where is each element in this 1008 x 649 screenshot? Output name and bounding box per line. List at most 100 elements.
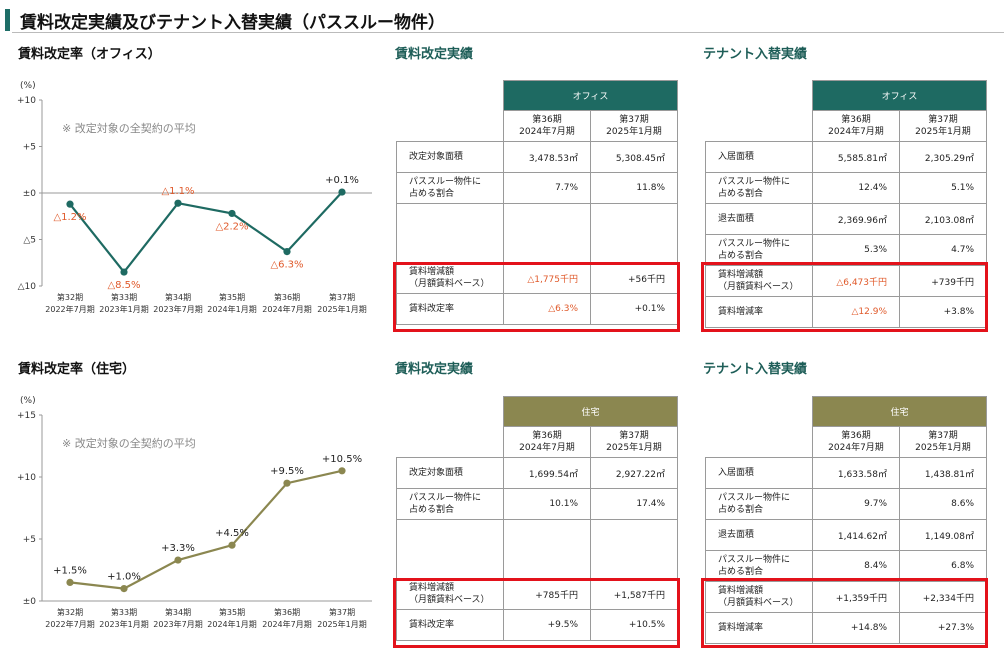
data-point (228, 541, 236, 549)
row-value: 9.7% (812, 488, 900, 520)
spacer-cell (396, 203, 504, 263)
row-label-line: （月額賃料ベース） (409, 279, 490, 289)
x-tick-sublabel: 2024年7月期 (262, 304, 311, 314)
period-header: 第37期 2025年1月期 (899, 110, 987, 142)
period-label: 第37期 (619, 431, 649, 441)
residential-revision-highlight (393, 578, 680, 648)
office-revision-highlight (393, 262, 680, 332)
x-tick-sublabel: 2025年1月期 (317, 619, 366, 629)
data-label: △1.2% (53, 212, 86, 223)
x-tick-label: 第34期 (165, 607, 191, 617)
y-tick-label: +5 (23, 535, 36, 545)
row-value: 1,633.58㎡ (812, 457, 900, 489)
x-tick-sublabel: 2024年7月期 (262, 619, 311, 629)
data-label: +0.1% (325, 175, 359, 186)
data-label: +10.5% (322, 454, 362, 465)
residential-chart-title: 賃料改定率（住宅） (18, 362, 136, 377)
row-value: 8.6% (899, 488, 987, 520)
row-value: 5,308.45㎡ (590, 141, 678, 173)
table-row: 賃料改定率 +9.5% +10.5% (396, 609, 678, 641)
row-value: +14.8% (812, 612, 900, 644)
table-corner (397, 427, 504, 458)
period-label: 第36期 (841, 431, 871, 441)
residential-tenant-table: 住宅 第36期 2024年7月期 第37期 2025年1月期 入居面積 1,633.58㎡ 1… (705, 396, 987, 644)
x-tick-sublabel: 2022年7月期 (45, 304, 94, 314)
office-rent-revision-chart: (%) ※ 改定対象の全契約の平均 +10 +5 ±0 △5 △10 第32期 2022年7月期… (17, 81, 372, 314)
y-unit-label: (%) (20, 81, 36, 91)
spacer-cell (590, 519, 678, 579)
office-chart-title: 賃料改定率（オフィス） (18, 47, 161, 62)
y-tick-label: △5 (23, 236, 36, 246)
row-label: 賃料改定率 (396, 609, 504, 641)
x-tick-label: 第32期 (57, 607, 83, 617)
row-label-line: 入居面積 (718, 468, 755, 478)
row-label-line: 賃料改定率 (409, 304, 455, 314)
period-date: 2024年7月期 (519, 127, 575, 137)
row-label-line: 入居面積 (718, 152, 755, 162)
row-label: 賃料増減額 （月額賃料ベース） (396, 578, 504, 610)
data-label: +1.0% (107, 572, 141, 583)
row-label-line: （月額賃料ベース） (718, 282, 799, 292)
office-revision-title: 賃料改定実績 (395, 47, 474, 62)
x-tick-sublabel: 2023年7月期 (153, 619, 202, 629)
data-label: △8.5% (107, 280, 140, 291)
table-row: パススルー物件に 占める割合 8.4% 6.8% (705, 550, 987, 582)
data-point (66, 578, 74, 586)
residential-tenant-title: テナント入替実績 (703, 362, 808, 377)
y-tick-label: △10 (18, 282, 37, 292)
row-label-line: 占める割合 (409, 505, 455, 515)
row-value: 17.4% (590, 488, 678, 520)
row-value: 2,305.29㎡ (899, 141, 987, 173)
page-title: 賃料改定実績及びテナント入替実績（パススルー物件） (20, 13, 445, 33)
data-label: +1.5% (53, 565, 87, 576)
row-value: △6.3% (503, 293, 591, 325)
row-value: +1,587千円 (590, 578, 678, 610)
table-row: 賃料増減額 （月額賃料ベース） △1,775千円 +56千円 (396, 262, 678, 294)
page-header: 賃料改定実績及びテナント入替実績（パススルー物件） (0, 8, 1008, 33)
data-label: △6.3% (270, 260, 303, 271)
period-label: 第36期 (532, 115, 562, 125)
row-label-line: 退去面積 (718, 214, 755, 224)
row-label-line: 改定対象面積 (409, 468, 464, 478)
row-value: 3,478.53㎡ (503, 141, 591, 173)
row-value: 10.1% (503, 488, 591, 520)
table-corner (706, 111, 813, 142)
chart-note: ※ 改定対象の全契約の平均 (62, 436, 196, 450)
period-header: 第37期 2025年1月期 (899, 426, 987, 458)
table-corner (397, 111, 504, 142)
table-row: パススルー物件に 占める割合 9.7% 8.6% (705, 488, 987, 520)
row-label: 退去面積 (705, 203, 813, 235)
row-label-line: 賃料増減率 (718, 623, 764, 633)
row-label: パススルー物件に 占める割合 (396, 488, 504, 520)
period-label: 第36期 (841, 115, 871, 125)
table-row: 賃料増減額 （月額賃料ベース） +1,359千円 +2,334千円 (705, 581, 987, 613)
table-corner (706, 427, 813, 458)
row-value: 11.8% (590, 172, 678, 204)
row-label: 改定対象面積 (396, 141, 504, 173)
row-label: パススルー物件に 占める割合 (705, 172, 813, 204)
data-point (120, 585, 128, 593)
title-underline (12, 32, 1004, 33)
row-value: △12.9% (812, 296, 900, 328)
spacer-cell (590, 203, 678, 263)
x-tick-sublabel: 2023年7月期 (153, 304, 202, 314)
x-tick-label: 第32期 (57, 292, 83, 302)
period-label: 第36期 (532, 431, 562, 441)
row-label: 賃料増減率 (705, 612, 813, 644)
row-label: 入居面積 (705, 457, 813, 489)
table-row: パススルー物件に 占める割合 7.7% 11.8% (396, 172, 678, 204)
table-row: 賃料増減率 △12.9% +3.8% (705, 296, 987, 328)
x-tick-sublabel: 2022年7月期 (45, 619, 94, 629)
data-label: △2.2% (215, 221, 248, 232)
table-row: 改定対象面積 1,699.54㎡ 2,927.22㎡ (396, 457, 678, 489)
row-value: 8.4% (812, 550, 900, 582)
y-tick-label: +5 (23, 143, 36, 153)
row-value: 12.4% (812, 172, 900, 204)
series-line (69, 469, 343, 590)
x-tick-sublabel: 2023年1月期 (99, 304, 148, 314)
row-label-line: 占める割合 (718, 567, 764, 577)
data-point (338, 467, 346, 475)
office-tenant-title: テナント入替実績 (703, 47, 808, 62)
row-label: 入居面積 (705, 141, 813, 173)
row-value: 1,149.08㎡ (899, 519, 987, 551)
